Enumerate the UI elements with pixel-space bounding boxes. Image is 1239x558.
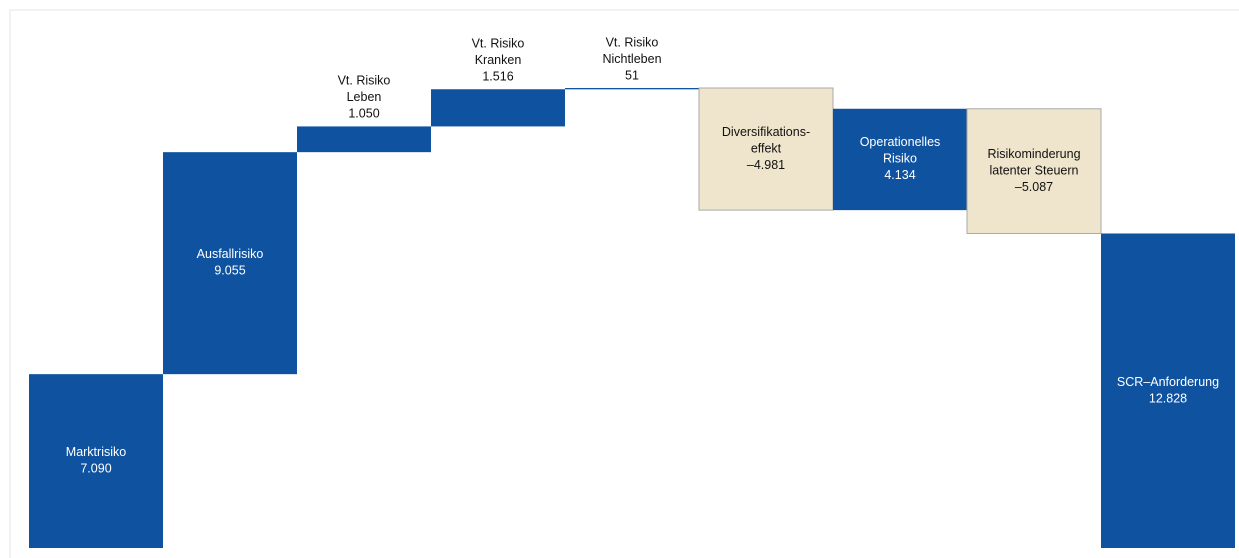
- bar: [431, 89, 565, 127]
- value-label: 9.055: [214, 264, 245, 278]
- value-label: 1.050: [348, 107, 379, 121]
- category-label: SCR–Anforderung: [1117, 375, 1219, 389]
- bar: [966, 108, 1102, 234]
- value-label: 7.090: [80, 462, 111, 476]
- value-label: 51: [625, 68, 639, 82]
- category-label: Risikominderung: [987, 147, 1080, 161]
- bar: [833, 108, 967, 211]
- category-label: Operationelles: [860, 135, 941, 149]
- category-label: Kranken: [475, 53, 522, 67]
- bar: [698, 87, 834, 211]
- category-label: Nichtleben: [602, 52, 661, 66]
- bar: [297, 126, 431, 153]
- bar: [29, 374, 163, 548]
- value-label: 1.516: [482, 70, 513, 84]
- value-label: –4.981: [747, 158, 785, 172]
- bar: [565, 88, 699, 90]
- value-label: –5.087: [1015, 180, 1053, 194]
- category-label: latenter Steuern: [990, 163, 1079, 177]
- category-label: Vt. Risiko: [472, 37, 525, 51]
- bar: [163, 152, 297, 375]
- value-label: 12.828: [1149, 391, 1187, 405]
- bar: [1101, 233, 1235, 549]
- category-label: Ausfallrisiko: [197, 247, 264, 261]
- category-label: Vt. Risiko: [338, 74, 391, 88]
- category-label: Marktrisiko: [66, 445, 126, 459]
- value-label: 4.134: [884, 168, 915, 182]
- category-label: Risiko: [883, 152, 917, 166]
- category-label: Leben: [347, 90, 382, 104]
- category-label: Vt. Risiko: [606, 35, 659, 49]
- category-label: Diversifikations-: [722, 125, 810, 139]
- category-label: effekt: [751, 141, 782, 155]
